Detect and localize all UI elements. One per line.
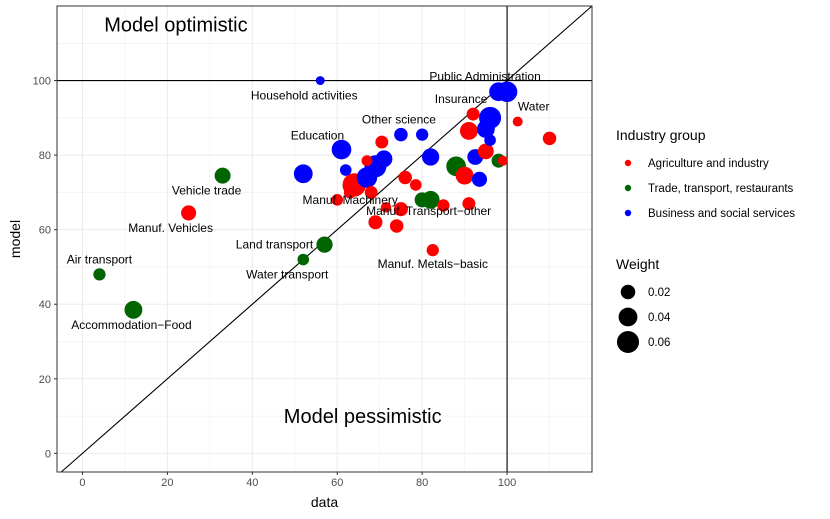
data-point [389, 219, 404, 233]
point-label: Accommodation−Food [71, 318, 191, 332]
point-label: Insurance [435, 92, 488, 106]
data-point [375, 150, 393, 168]
data-point [343, 186, 357, 199]
point-label: Vehicle trade [172, 184, 242, 198]
point-label: Water [518, 100, 550, 114]
data-point [375, 135, 389, 149]
data-point [124, 300, 143, 319]
data-point [394, 127, 408, 142]
y-tick-label: 20 [39, 374, 51, 386]
legend-size-key [616, 330, 640, 354]
point-label: Manuf. Vehicles [128, 221, 213, 235]
x-axis-title: data [311, 494, 338, 510]
legend-size-key [618, 307, 638, 327]
data-point [479, 106, 502, 129]
legend-title-industry-group: Industry group [616, 127, 706, 143]
data-point [542, 131, 557, 146]
legend-key-dot [624, 184, 632, 192]
data-point [339, 164, 352, 176]
data-point [361, 155, 373, 167]
point-label: Household activities [251, 89, 358, 103]
data-point [331, 194, 344, 206]
data-point [368, 215, 383, 230]
data-point [459, 121, 478, 140]
data-point [315, 76, 325, 86]
data-point [497, 155, 508, 166]
x-tick-label: 80 [416, 477, 428, 489]
region-annotations: Model optimistic Model pessimistic [104, 15, 441, 428]
legend-size-label: 0.06 [648, 337, 670, 349]
x-tick-label: 60 [331, 477, 343, 489]
point-label: Water transport [246, 268, 329, 282]
data-point [477, 143, 494, 160]
data-point [181, 205, 197, 221]
data-point [496, 81, 518, 102]
y-tick-label: 60 [39, 225, 51, 237]
axes: 0 20 40 60 80 100 0 20 40 60 80 100 [33, 76, 517, 489]
data-point [426, 244, 439, 257]
legend-size-label: 0.02 [648, 287, 670, 299]
legend-key-dot [624, 159, 632, 167]
annotation-model-pessimistic: Model pessimistic [284, 406, 442, 428]
data-point [421, 190, 440, 209]
data-point [422, 148, 440, 166]
x-tick-label: 0 [79, 477, 85, 489]
data-point [293, 164, 313, 184]
y-tick-label: 40 [39, 299, 51, 311]
point-labels: Air transport Accommodation−Food Manuf. Ve… [67, 70, 550, 332]
data-point [466, 107, 480, 121]
legend-size-label: 0.04 [648, 312, 671, 324]
legend-size-key [620, 284, 636, 300]
data-point [409, 179, 422, 191]
point-label: Manuf. Transport−other [366, 204, 491, 218]
data-point [471, 171, 488, 187]
data-point [380, 202, 392, 213]
y-axis-title: model [7, 220, 23, 258]
data-points [93, 76, 557, 319]
data-point [455, 166, 474, 185]
data-point [364, 185, 378, 199]
data-point [297, 253, 310, 266]
point-label: Education [291, 129, 344, 143]
legend-title-weight: Weight [616, 256, 659, 272]
data-point [484, 134, 496, 147]
x-tick-label: 100 [498, 477, 516, 489]
data-point [393, 202, 408, 217]
x-tick-label: 20 [161, 477, 173, 489]
data-point [462, 197, 476, 211]
data-point [437, 199, 450, 212]
point-label: Air transport [67, 252, 133, 266]
point-label: Land transport [236, 238, 314, 252]
y-tick-label: 80 [39, 150, 51, 162]
data-point [416, 128, 429, 141]
point-label: Other science [362, 113, 436, 127]
legend: Industry group Weight Agriculture and in… [616, 127, 795, 354]
data-point [398, 170, 412, 185]
data-point [316, 236, 333, 253]
legend-label: Trade, transport, restaurants [648, 183, 794, 195]
panel-border [56, 5, 593, 473]
data-point [331, 139, 352, 160]
y-tick-label: 100 [33, 76, 51, 88]
y-tick-label: 0 [45, 448, 51, 460]
legend-key-dot [624, 209, 632, 217]
x-tick-label: 40 [246, 477, 258, 489]
point-label: Public Administration [429, 70, 540, 84]
data-point [214, 167, 231, 184]
annotation-model-optimistic: Model optimistic [104, 15, 247, 37]
legend-label: Business and social services [648, 208, 795, 220]
data-point [512, 116, 523, 127]
legend-label: Agriculture and industry [648, 158, 769, 170]
data-point [93, 268, 106, 281]
point-label: Manuf. Machinery [303, 193, 398, 207]
point-label: Manuf. Metals−basic [378, 257, 488, 271]
